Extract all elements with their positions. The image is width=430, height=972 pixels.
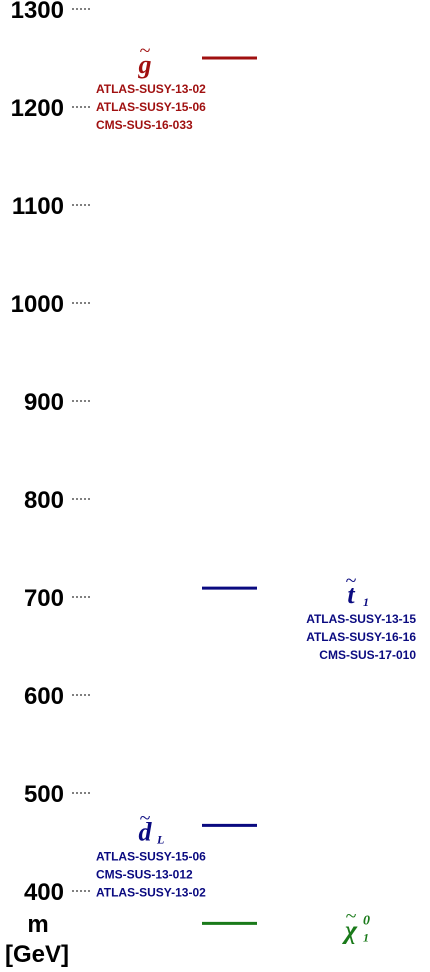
dL-subscript: L: [156, 832, 164, 846]
tick-label: 1200: [11, 95, 64, 122]
tick-label: 400: [24, 879, 64, 906]
particle-levels: ~gATLAS-SUSY-13-02ATLAS-SUSY-15-06CMS-SU…: [96, 40, 416, 944]
tick-label: 1300: [11, 0, 64, 24]
gluino-reference: ATLAS-SUSY-13-02: [96, 82, 206, 96]
dL-tilde: ~: [140, 807, 151, 829]
neutralino1-superscript: 0: [363, 913, 370, 928]
mass-axis: 1300 1200 1100 1000 900 800 700 600 500 400: [11, 0, 92, 906]
tick-label: 600: [24, 683, 64, 710]
level-stop1: ~t 1 ATLAS-SUSY-13-15 ATLAS-SUSY-16-16 CMS-S…: [202, 570, 416, 662]
dL-symbol: d: [139, 817, 153, 846]
tick-label: 700: [24, 585, 64, 612]
axis-label-unit: [GeV]: [5, 941, 69, 968]
neutralino1-tilde: ~: [346, 905, 357, 927]
gluino-symbol: g: [138, 50, 152, 79]
gluino-reference: ATLAS-SUSY-15-06: [96, 100, 206, 114]
gluino-tilde: ~: [140, 40, 151, 62]
level-dL: ~d L ATLAS-SUSY-15-06 CMS-SUS-13-012 ATLAS-S…: [96, 807, 257, 899]
stop1-reference: ATLAS-SUSY-16-16: [306, 630, 416, 644]
dL-reference: ATLAS-SUSY-13-02: [96, 885, 206, 899]
stop1-reference: CMS-SUS-17-010: [319, 648, 416, 662]
stop1-symbol: t: [347, 580, 355, 609]
level-neutralino1: ~χ 1 0: [202, 905, 370, 944]
gluino-reference: CMS-SUS-16-033: [96, 118, 193, 132]
tick-label: 900: [24, 389, 64, 416]
stop1-tilde: ~: [346, 570, 357, 592]
dL-reference: ATLAS-SUSY-15-06: [96, 849, 206, 863]
axis-label-m: m: [27, 911, 48, 938]
stop1-reference: ATLAS-SUSY-13-15: [306, 612, 416, 626]
neutralino1-symbol: χ: [342, 915, 358, 944]
tick-label: 1000: [11, 291, 64, 318]
tick-label: 1100: [12, 193, 64, 220]
neutralino1-subscript: 1: [363, 930, 369, 944]
tick-label: 500: [24, 781, 64, 808]
stop1-subscript: 1: [363, 595, 369, 609]
level-gluino: ~g ATLAS-SUSY-13-02 ATLAS-SUSY-15-06 CMS-SU…: [96, 40, 257, 132]
tick-label: 800: [24, 487, 64, 514]
dL-reference: CMS-SUS-13-012: [96, 867, 193, 881]
